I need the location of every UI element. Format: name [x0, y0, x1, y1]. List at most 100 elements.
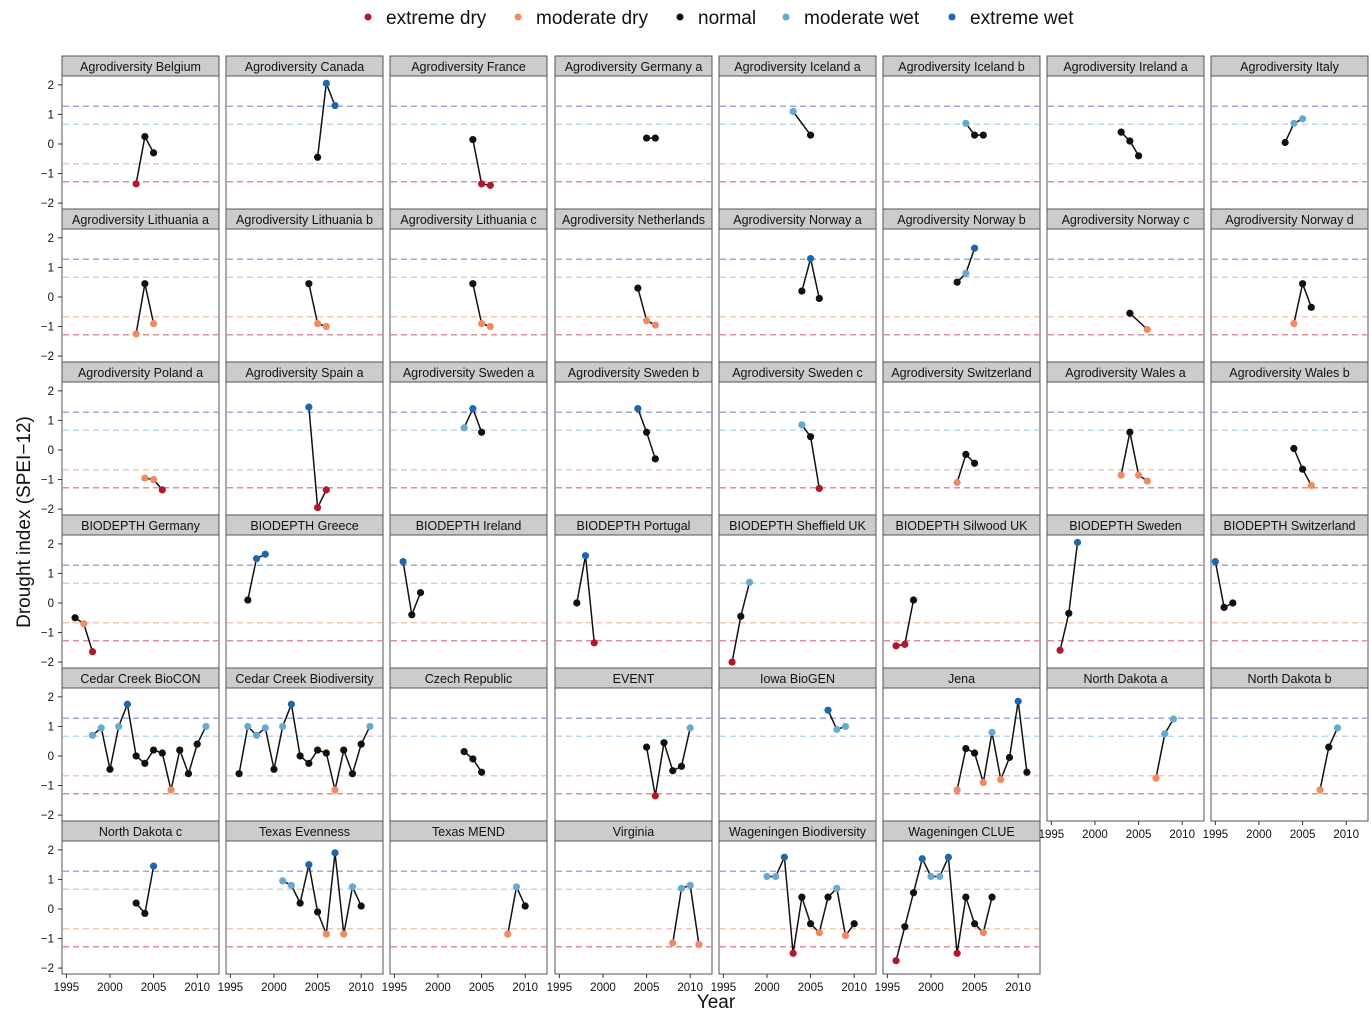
panel-frame	[718, 534, 877, 669]
panel-frame	[1046, 687, 1205, 822]
data-point	[944, 853, 953, 861]
panel-title: Czech Republic	[425, 672, 513, 686]
data-point	[1229, 599, 1237, 607]
legend-marker	[948, 13, 956, 21]
data-point	[833, 725, 841, 733]
y-tick-label: 0	[48, 904, 54, 916]
panel-frame	[882, 687, 1041, 822]
x-tick-label: 2005	[305, 982, 331, 994]
data-point	[988, 893, 996, 901]
panel-frame	[1046, 381, 1205, 516]
data-point	[695, 940, 703, 949]
data-point	[590, 639, 598, 647]
x-tick-label: 2005	[1126, 829, 1152, 841]
data-point	[149, 475, 158, 484]
data-point	[235, 770, 243, 778]
y-tick-label: 2	[48, 692, 54, 704]
x-tick-label: 2005	[469, 982, 495, 994]
panel: Iowa BioGEN	[718, 667, 877, 822]
panel-frame	[389, 534, 548, 669]
panel-title: Texas Evenness	[259, 825, 350, 839]
data-point	[340, 930, 348, 938]
data-point	[106, 765, 114, 773]
panel-frame	[1046, 75, 1205, 210]
data-point	[815, 294, 823, 303]
x-tick-label: 2000	[754, 982, 780, 994]
panel-title: Agrodiversity Germany a	[565, 60, 703, 74]
panel: BIODEPTH Germany −2 −1 0 1 2	[41, 514, 220, 669]
legend-marker	[514, 13, 522, 21]
y-tick-label: 2	[48, 386, 54, 398]
panel-frame	[61, 75, 220, 210]
data-point	[1014, 697, 1022, 705]
data-point	[953, 278, 961, 286]
panel-title: Iowa BioGEN	[760, 672, 835, 686]
data-point	[176, 746, 184, 754]
data-point	[296, 752, 304, 760]
legend-marker	[676, 13, 684, 21]
panel: BIODEPTH Sweden	[1046, 514, 1205, 669]
data-point	[833, 884, 841, 892]
x-tick-label: 1995	[218, 982, 244, 994]
data-point	[357, 902, 365, 910]
y-tick-label: 1	[48, 874, 54, 886]
panel: Agrodiversity Wales b	[1210, 361, 1369, 516]
panel-frame	[882, 75, 1041, 210]
y-tick-label: −1	[41, 169, 54, 181]
data-point	[348, 883, 357, 891]
y-tick-label: −1	[41, 781, 54, 793]
series-line	[282, 852, 362, 935]
panel: Agrodiversity Lithuania a −2 −1 0 1 2	[41, 208, 220, 363]
legend-label: extreme dry	[386, 8, 487, 29]
panel-frame	[61, 534, 220, 669]
data-point	[313, 746, 322, 754]
x-tick-label: 1995	[547, 982, 573, 994]
data-point	[815, 484, 823, 492]
data-point	[1143, 477, 1151, 485]
x-tick-label: 2000	[1082, 829, 1108, 841]
y-tick-label: 0	[48, 445, 54, 457]
data-point	[184, 770, 193, 778]
data-point	[149, 149, 158, 157]
panel-title: Agrodiversity Norway c	[1062, 213, 1190, 227]
data-point	[71, 614, 79, 622]
data-point	[806, 131, 815, 139]
panel-frame	[61, 381, 220, 516]
y-axis-title: Drought index (SPEI−12)	[14, 416, 35, 628]
panel-title: BIODEPTH Switzerland	[1224, 519, 1356, 533]
data-point	[331, 849, 339, 857]
panel-frame	[1046, 534, 1205, 669]
y-tick-label: 1	[48, 721, 54, 733]
data-point	[909, 889, 918, 897]
y-tick-label: −2	[41, 810, 54, 822]
panel-title: North Dakota a	[1083, 672, 1167, 686]
panel-frame	[389, 381, 548, 516]
data-point	[305, 759, 313, 767]
panel-frame	[882, 228, 1041, 363]
data-point	[469, 135, 477, 144]
data-point	[642, 134, 651, 142]
y-tick-label: −2	[41, 963, 54, 975]
panel-frame	[1210, 534, 1369, 669]
data-point	[970, 131, 979, 139]
data-point	[296, 899, 304, 907]
data-point	[252, 555, 261, 563]
panel: Agrodiversity Italy	[1210, 55, 1369, 210]
data-point	[88, 731, 97, 739]
data-point	[132, 899, 140, 907]
panel-frame	[1210, 228, 1369, 363]
data-point	[141, 759, 149, 767]
data-point	[1298, 280, 1307, 288]
panel: Agrodiversity Poland a −2 −1 0 1 2	[41, 361, 220, 516]
x-tick-label: 2010	[184, 982, 210, 994]
data-point	[1333, 724, 1342, 732]
data-point	[806, 920, 815, 928]
data-point	[677, 884, 686, 892]
x-tick-label: 2010	[512, 982, 538, 994]
panel: Cedar Creek Biodiversity	[225, 667, 384, 822]
data-point	[261, 550, 269, 558]
x-tick-label: 1995	[1203, 829, 1229, 841]
x-tick-label: 2005	[141, 982, 167, 994]
y-tick-label: 1	[48, 415, 54, 427]
panel: BIODEPTH Portugal	[554, 514, 713, 669]
